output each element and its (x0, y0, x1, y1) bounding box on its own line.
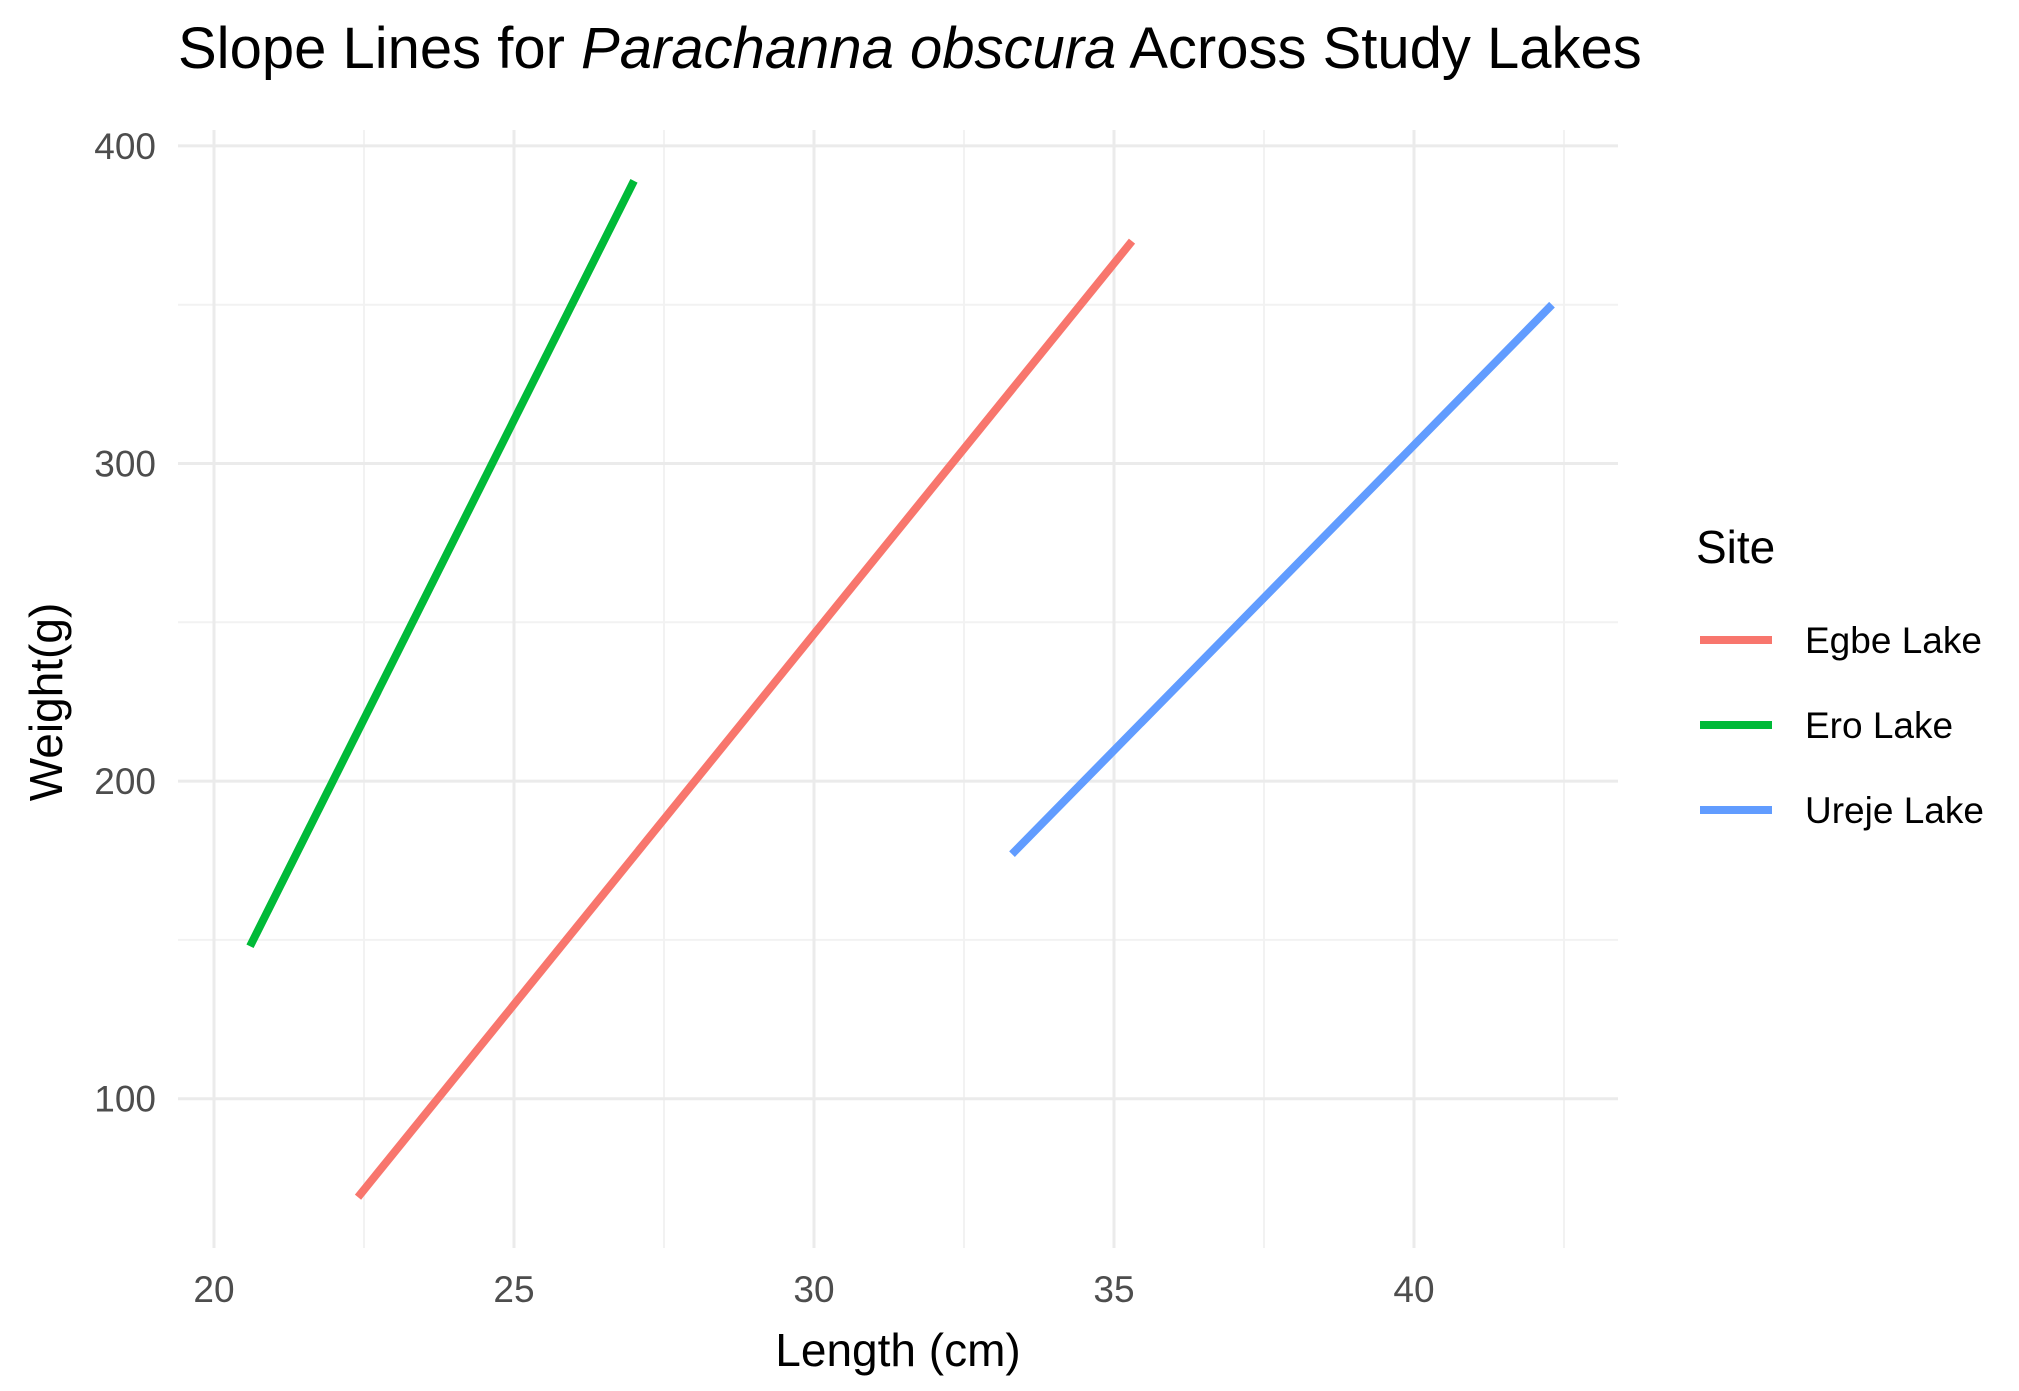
x-axis-title: Length (cm) (775, 1324, 1020, 1376)
legend-label: Ero Lake (1805, 705, 1953, 746)
major-gridlines (178, 130, 1618, 1248)
minor-gridlines (178, 130, 1618, 1248)
x-tick-label: 25 (493, 1269, 534, 1310)
legend-item: Ero Lake (1700, 705, 1953, 746)
x-tick-label: 35 (1093, 1269, 1134, 1310)
legend-title: Site (1696, 521, 1775, 573)
legend: Site Egbe Lake Ero Lake Ureje Lake (1696, 521, 1984, 831)
y-tick-label: 300 (94, 443, 156, 484)
legend-item: Egbe Lake (1700, 620, 1982, 661)
y-tick-label: 200 (94, 761, 156, 802)
series-line-egbe-lake (354, 238, 1136, 1200)
chart-title-species: Parachanna obscura (581, 16, 1116, 81)
y-axis-title: Weight(g) (20, 603, 72, 802)
x-tick-label: 30 (793, 1269, 834, 1310)
chart-title: Slope Lines for Parachanna obscura Acros… (178, 16, 1642, 81)
y-axis-tick-labels: 100 200 300 400 (94, 126, 156, 1120)
legend-label: Egbe Lake (1805, 620, 1982, 661)
y-tick-label: 100 (94, 1079, 156, 1120)
x-axis-tick-labels: 20 25 30 35 40 (193, 1269, 1434, 1310)
legend-items: Egbe Lake Ero Lake Ureje Lake (1700, 620, 1984, 831)
chart-title-prefix: Slope Lines for (178, 16, 581, 81)
series-line-ero-lake (246, 179, 638, 949)
x-tick-label: 40 (1393, 1269, 1434, 1310)
x-tick-label: 20 (193, 1269, 234, 1310)
legend-item: Ureje Lake (1700, 790, 1984, 831)
legend-label: Ureje Lake (1805, 790, 1984, 831)
y-tick-label: 400 (94, 126, 156, 167)
chart-title-suffix: Across Study Lakes (1116, 16, 1641, 81)
plot-series (246, 179, 1555, 1200)
series-line-ureje-lake (1009, 301, 1555, 857)
